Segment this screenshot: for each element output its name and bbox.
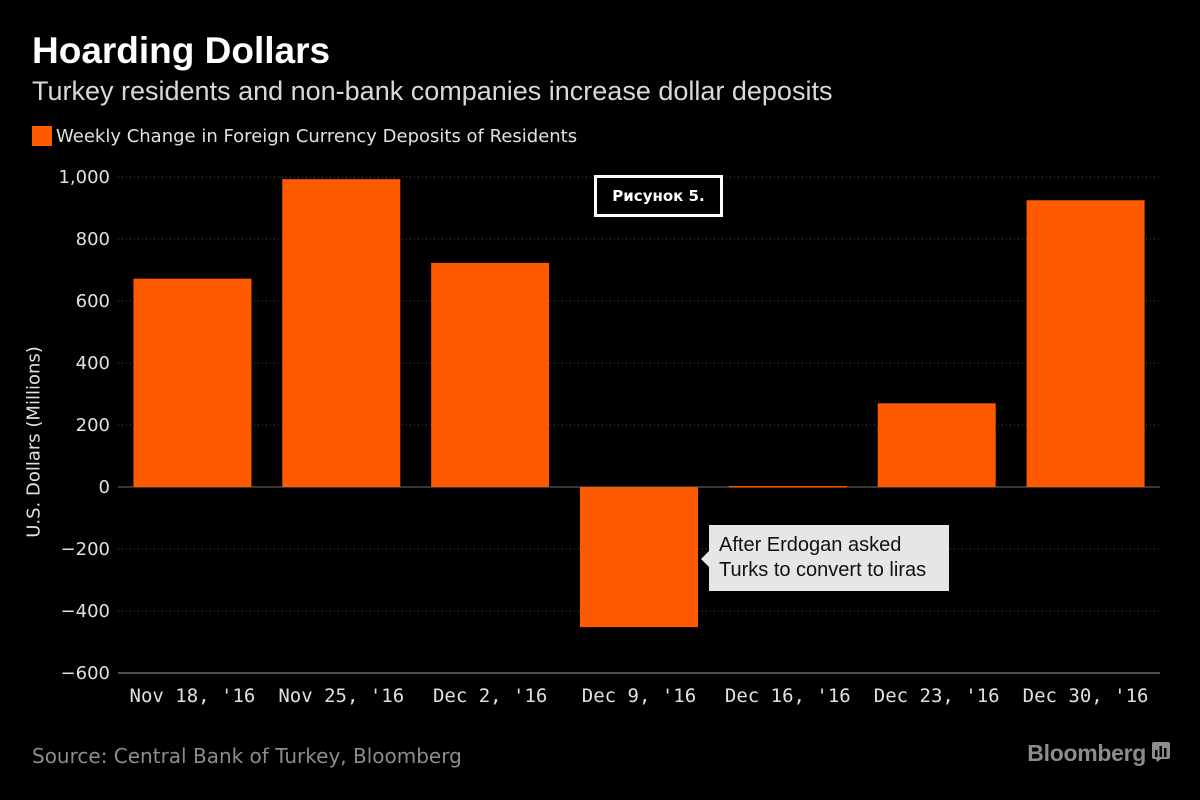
- bar-chart-icon: [1152, 741, 1170, 766]
- bar: [580, 487, 698, 628]
- bar: [1026, 200, 1145, 487]
- y-tick-label: −200: [61, 539, 110, 560]
- bar: [133, 278, 252, 487]
- y-tick-label: 600: [76, 291, 110, 312]
- x-tick-label: Dec 2, '16: [433, 685, 547, 707]
- legend-swatch: [32, 126, 52, 146]
- bar: [282, 179, 401, 488]
- legend-label: Weekly Change in Foreign Currency Deposi…: [56, 125, 578, 147]
- y-tick-label: 400: [76, 353, 110, 374]
- x-tick-label: Dec 23, '16: [874, 685, 1000, 707]
- x-tick-label: Nov 25, '16: [278, 685, 404, 707]
- legend: Weekly Change in Foreign Currency Deposi…: [32, 124, 577, 148]
- annotation-callout: After Erdogan asked Turks to convert to …: [701, 525, 949, 591]
- chart-title: Hoarding Dollars: [32, 30, 331, 71]
- figure-label: Рисунок 5.: [594, 175, 723, 217]
- x-tick-label: Dec 16, '16: [725, 685, 851, 707]
- y-tick-label: −400: [61, 601, 110, 622]
- bar: [431, 262, 550, 487]
- bar: [728, 486, 847, 488]
- source-note: Source: Central Bank of Turkey, Bloomber…: [32, 744, 462, 768]
- y-tick-label: −600: [61, 663, 110, 684]
- y-tick-label: 0: [99, 477, 110, 498]
- brand-logo: Bloomberg: [1027, 740, 1170, 767]
- y-tick-label: 1,000: [58, 167, 110, 188]
- brand-name: Bloomberg: [1027, 740, 1146, 766]
- x-tick-label: Dec 30, '16: [1023, 685, 1149, 707]
- bar: [877, 403, 996, 487]
- annotation-pointer: [701, 551, 709, 567]
- chart-subtitle: Turkey residents and non-bank companies …: [32, 76, 833, 106]
- x-tick-label: Nov 18, '16: [130, 685, 256, 707]
- y-tick-label: 200: [76, 415, 110, 436]
- x-tick-label: Dec 9, '16: [582, 685, 696, 707]
- y-tick-label: 800: [76, 229, 110, 250]
- annotation-line: Turks to convert to liras: [719, 559, 927, 581]
- annotation-line: After Erdogan asked: [719, 534, 902, 556]
